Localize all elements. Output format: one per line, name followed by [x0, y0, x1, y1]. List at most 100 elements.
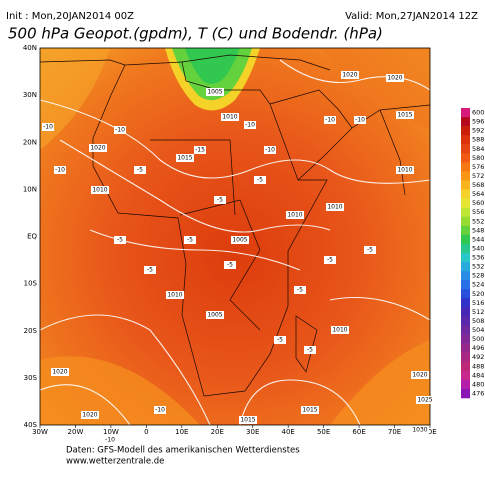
colorbar-label: 596	[472, 118, 484, 126]
isobar-label-box	[341, 71, 359, 79]
valid-time: Valid: Mon,27JAN2014 12Z	[345, 11, 478, 22]
temp-label-box	[274, 336, 286, 344]
isobar-label: 1020	[387, 75, 402, 82]
isobar-label-box	[51, 368, 69, 376]
lon-label: 50E	[317, 428, 330, 436]
colorbar-label: 484	[472, 371, 484, 379]
lat-label: EQ	[27, 233, 37, 241]
lon-label: 30W	[32, 428, 48, 436]
colorbar-swatch	[461, 343, 470, 353]
colorbar-label: 480	[472, 380, 484, 388]
isobar-label: 1020	[82, 412, 97, 419]
temp-label-box	[324, 256, 336, 264]
temp-label-box	[114, 126, 126, 134]
isobar-label-box	[411, 426, 429, 434]
colorbar-label: 516	[472, 299, 484, 307]
temp-label-box	[134, 166, 146, 174]
colorbar-label: 544	[472, 235, 484, 243]
temp-label-box	[144, 266, 156, 274]
temperature-label: -5	[367, 247, 373, 254]
colorbar-swatch	[461, 189, 470, 199]
isobar-label-box	[416, 396, 434, 404]
temperature-label: -5	[257, 177, 263, 184]
isobar-label: 1015	[177, 155, 192, 162]
warm-region	[320, 48, 430, 130]
colorbar-label: 552	[472, 217, 484, 225]
temp-label-box	[114, 236, 126, 244]
isobar-label: 1005	[232, 237, 247, 244]
colorbar-swatch	[461, 298, 470, 308]
colorbar-swatch	[461, 289, 470, 299]
colorbar-label: 548	[472, 226, 484, 234]
temperature-label: -5	[227, 262, 233, 269]
colorbar-swatch	[461, 361, 470, 372]
map-title: 500 hPa Geopot.(gpdm), T (C) und Bodendr…	[8, 25, 383, 43]
init-time: Init : Mon,20JAN2014 00Z	[6, 11, 134, 22]
temperature-label: -10	[265, 147, 275, 154]
colorbar-swatch	[461, 117, 470, 127]
temperature-label: -5	[117, 237, 123, 244]
colorbar-label: 572	[472, 172, 484, 180]
colorbar-swatch	[461, 262, 470, 272]
isobar-label: 1030	[412, 427, 427, 434]
temp-label-box	[294, 286, 306, 294]
colorbar-label: 492	[472, 353, 484, 361]
colorbar-swatch	[461, 316, 470, 326]
isobar-label: 1005	[207, 89, 222, 96]
isobar-label: 1010	[222, 114, 237, 121]
colorbar-swatch	[461, 243, 470, 254]
colorbar-swatch	[461, 135, 470, 145]
temp-label-box	[104, 436, 116, 444]
temperature-label: -5	[277, 337, 283, 344]
lon-label: 30E	[246, 428, 259, 436]
isobar-label-box	[396, 166, 414, 174]
colorbar-label: 476	[472, 389, 484, 397]
lon-label: 60E	[352, 428, 365, 436]
isobar-label: 1010	[287, 212, 302, 219]
temp-label-box	[264, 146, 276, 154]
map-frame	[39, 47, 431, 426]
temperature-label: -5	[137, 167, 143, 174]
colorbar-label: 500	[472, 335, 484, 343]
temperature-label: -5	[217, 197, 223, 204]
temp-label-box	[304, 346, 316, 354]
colorbar-label: 520	[472, 290, 484, 298]
isobar-label-box	[331, 326, 349, 334]
colorbar-swatch	[461, 144, 470, 154]
lon-label: 0	[144, 428, 148, 436]
colorbar-swatch	[461, 171, 470, 181]
colorbar-swatch	[461, 180, 470, 190]
colorbar-swatch	[461, 271, 470, 281]
colorbar-swatch	[461, 126, 470, 136]
colorbar-label: 524	[472, 281, 484, 289]
colorbar-label: 540	[472, 244, 484, 252]
lon-label: 20W	[68, 428, 84, 436]
lat-label: 30N	[23, 91, 37, 99]
temperature-label: -5	[297, 287, 303, 294]
colorbar-label: 584	[472, 145, 484, 153]
colorbar-label: 564	[472, 190, 484, 198]
lat-label: 10S	[24, 280, 38, 288]
temp-label-box	[42, 123, 54, 131]
temp-label-box	[194, 146, 206, 154]
lon-label: 10E	[175, 428, 188, 436]
isobar-label: 1020	[342, 72, 357, 79]
source-url: www.wetterzentrale.de	[66, 457, 164, 467]
colorbar-label: 556	[472, 208, 484, 216]
cold-trough	[185, 48, 240, 84]
colorbar-label: 560	[472, 199, 484, 207]
data-source: Daten: GFS-Modell des amerikanischen Wet…	[66, 446, 300, 456]
temperature-label: -15	[195, 147, 205, 154]
colorbar-label: 496	[472, 344, 484, 352]
isobar-label-box	[206, 88, 224, 96]
colorbar-swatch	[461, 216, 470, 227]
colorbar-label: 580	[472, 154, 484, 162]
colorbar-label: 568	[472, 181, 484, 189]
warm-region	[40, 48, 110, 150]
isobar-label: 1015	[397, 112, 412, 119]
isobar-label-box	[206, 311, 224, 319]
temp-label-box	[184, 236, 196, 244]
temperature-label: -5	[327, 257, 333, 264]
isobar-label: 1005	[207, 312, 222, 319]
